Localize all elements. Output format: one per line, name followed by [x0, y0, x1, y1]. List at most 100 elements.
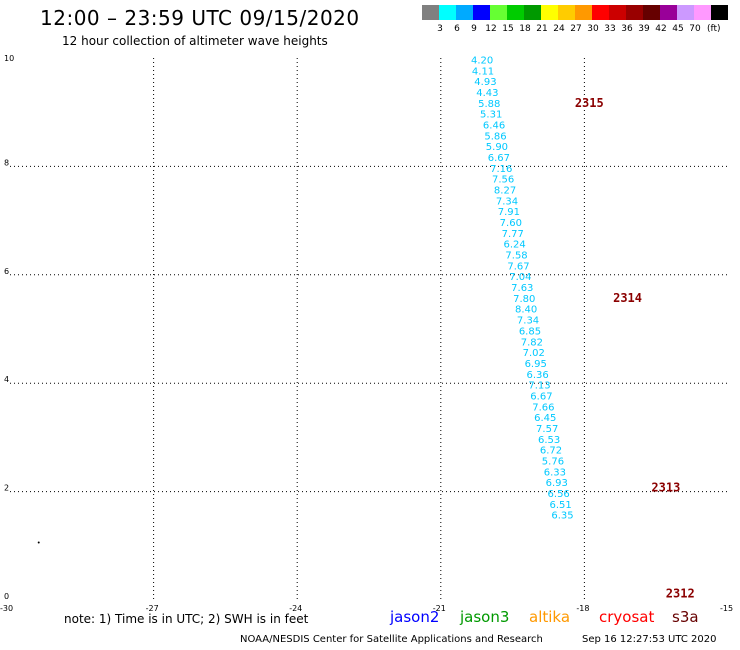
wave-height-label: 8.27	[494, 186, 516, 197]
legend-label: 27	[570, 24, 582, 34]
wave-height-label: 7.91	[498, 207, 520, 218]
wave-height-labels: 4.204.114.934.435.885.316.465.865.906.67…	[471, 55, 574, 521]
wave-height-label: 6.85	[519, 326, 541, 337]
wave-height-label: 6.72	[540, 446, 562, 457]
legend-label: 18	[519, 24, 531, 34]
wave-height-label: 7.04	[509, 272, 531, 283]
satellite-label-jason2: jason2	[390, 608, 440, 626]
wave-height-label: 6.36	[526, 370, 548, 381]
satellite-label-s3a: s3a	[672, 608, 699, 626]
legend-swatch	[660, 5, 677, 20]
wave-height-label: 7.82	[521, 337, 543, 348]
legend-swatch	[541, 5, 558, 20]
grid-lines	[10, 58, 728, 600]
wave-height-label: 7.63	[511, 283, 533, 294]
legend-label: 24	[553, 24, 565, 34]
legend-swatch	[575, 5, 592, 20]
legend-label: 30	[587, 24, 599, 34]
legend-swatch	[626, 5, 643, 20]
legend-swatch	[524, 5, 541, 20]
lon-tick-label: -24	[289, 604, 302, 613]
lon-tick-label: -21	[433, 604, 446, 613]
wave-height-label: 7.16	[490, 164, 512, 175]
track-point-marker	[37, 541, 40, 544]
legend-swatch	[677, 5, 694, 20]
pass-time-label: 2312	[666, 586, 695, 600]
wave-height-label: 5.86	[484, 131, 506, 142]
wave-height-label: 6.35	[551, 511, 573, 522]
legend-swatch	[490, 5, 507, 20]
wave-height-label: 7.02	[523, 348, 545, 359]
legend-swatch	[439, 5, 456, 20]
wave-height-label: 7.58	[505, 251, 527, 262]
wave-height-label: 8.40	[515, 305, 537, 316]
lon-tick-label: -27	[146, 604, 159, 613]
legend-swatch	[422, 5, 439, 20]
pass-labels: 2315 2314 2313 2312	[575, 96, 695, 601]
wave-height-label: 7.60	[500, 218, 522, 229]
lat-tick-label: 4	[4, 375, 9, 384]
pass-time-label: 2314	[613, 291, 642, 305]
legend-label: 33	[604, 24, 616, 34]
wave-height-label: 7.66	[532, 402, 554, 413]
wave-height-label: 6.53	[538, 435, 560, 446]
wave-height-label: 6.46	[483, 120, 505, 131]
legend-label: 21	[536, 24, 548, 34]
wave-height-label: 6.95	[525, 359, 547, 370]
wave-height-label: 7.56	[492, 175, 514, 186]
legend-label: 36	[621, 24, 633, 34]
wave-height-label: 6.51	[549, 500, 571, 511]
wave-height-label: 6.24	[504, 240, 526, 251]
wave-height-label: 6.33	[544, 467, 566, 478]
legend-swatch	[473, 5, 490, 20]
legend-label: 15	[502, 24, 514, 34]
legend-label: 42	[655, 24, 667, 34]
wave-height-label: 6.67	[530, 391, 552, 402]
map-subtitle: 12 hour collection of altimeter wave hei…	[62, 34, 328, 48]
wave-height-label: 7.13	[528, 381, 550, 392]
wave-height-label: 7.80	[513, 294, 535, 305]
legend-swatch	[711, 5, 728, 20]
pass-time-label: 2315	[575, 96, 604, 110]
wave-height-label: 7.57	[536, 424, 558, 435]
legend-swatch	[592, 5, 609, 20]
wave-height-label: 4.93	[474, 77, 496, 88]
wave-height-label: 6.56	[548, 489, 570, 500]
wave-height-label: 7.34	[517, 316, 539, 327]
legend-swatch	[456, 5, 473, 20]
lat-tick-label: 6	[4, 267, 9, 276]
wave-height-label: 5.31	[480, 110, 502, 121]
wave-height-label: 6.45	[534, 413, 556, 424]
credit-line: NOAA/NESDIS Center for Satellite Applica…	[240, 634, 543, 645]
legend-swatch	[609, 5, 626, 20]
lon-tick-label: -15	[720, 604, 733, 613]
wave-height-label: 7.34	[496, 196, 518, 207]
legend-label: 70	[689, 24, 701, 34]
legend-label: 12	[485, 24, 497, 34]
wave-height-label: 5.88	[478, 99, 500, 110]
map-title: 12:00 – 23:59 UTC 09/15/2020	[40, 6, 360, 30]
lon-tick-label: -30	[0, 604, 13, 613]
wave-height-label: 4.43	[476, 88, 498, 99]
lat-tick-label: 8	[4, 158, 9, 167]
lat-tick-label: 10	[4, 54, 14, 63]
generation-timestamp: Sep 16 12:27:53 UTC 2020	[582, 634, 717, 645]
legend-swatch	[694, 5, 711, 20]
wave-height-label: 4.20	[471, 55, 493, 66]
legend-swatch	[643, 5, 660, 20]
legend-swatch	[507, 5, 524, 20]
wave-height-label: 5.76	[542, 457, 564, 468]
pass-time-label: 2313	[651, 481, 680, 495]
legend-label: 3	[437, 24, 443, 34]
legend-label: 45	[672, 24, 684, 34]
lat-tick-label: 0	[4, 592, 9, 601]
satellite-label-jason3: jason3	[460, 608, 510, 626]
legend-swatch	[558, 5, 575, 20]
wave-height-label: 6.67	[488, 153, 510, 164]
legend-label: 39	[638, 24, 650, 34]
legend-label: 6	[454, 24, 460, 34]
lat-tick-label: 2	[4, 484, 9, 493]
axis-ticks: -30 -27 -24 -21 -18 -15 0 2 4 6 8 10	[0, 54, 733, 613]
legend-unit: (ft)	[707, 24, 721, 34]
